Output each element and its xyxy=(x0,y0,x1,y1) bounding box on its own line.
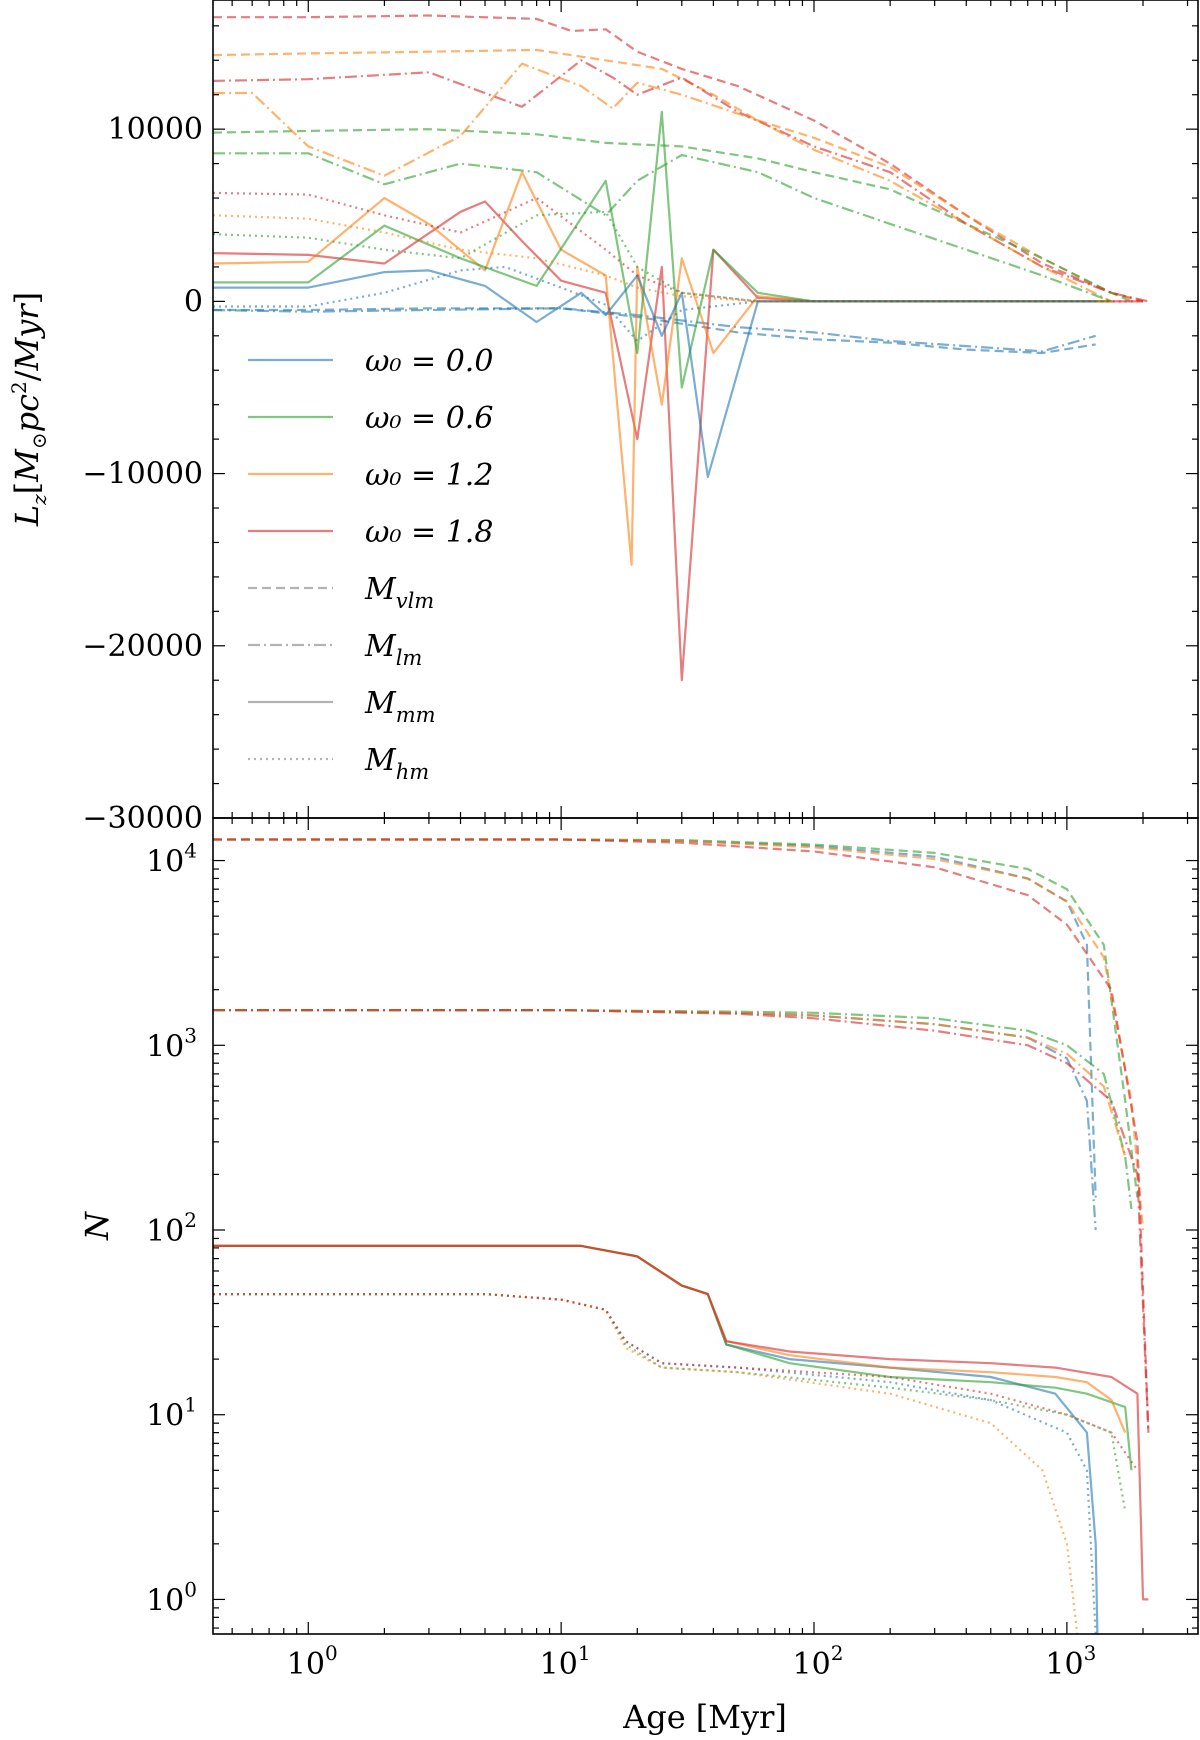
top-series-12 xyxy=(213,191,1143,303)
top-series-8 xyxy=(213,200,1143,682)
bottom-ylabel: N xyxy=(78,1211,116,1241)
top-panel: 10000 0 −10000 −20000 −30000 Lz[M⊙pc2/Myr] ω… xyxy=(7,0,1199,836)
top-ylabel: Lz[M⊙pc2/Myr] xyxy=(7,292,51,527)
legend-label-omega: ω₀ = 0.0 xyxy=(365,344,493,379)
top-series-7 xyxy=(213,307,1097,353)
top-ticks: 10000 0 −10000 −20000 −30000 xyxy=(82,0,1198,836)
bottom-series-12 xyxy=(213,1292,1097,1634)
top-ytick-label: −30000 xyxy=(82,801,203,836)
bottom-ytick-label: 100 xyxy=(146,1577,197,1618)
bottom-ticks: 100 101 102 103 104 100 101 102 103 xyxy=(146,818,1198,1682)
xlabel: Age [Myr] xyxy=(622,1698,787,1736)
bottom-ytick-label: 102 xyxy=(146,1208,197,1249)
bottom-ytick-label: 103 xyxy=(146,1023,197,1064)
bottom-series-0 xyxy=(213,838,1097,1198)
bottom-series-1 xyxy=(213,838,1139,1198)
bottom-panel: 100 101 102 103 104 100 101 102 103 N Age [Myr] xyxy=(78,817,1199,1736)
top-series-5 xyxy=(213,62,1112,303)
legend-label-mass: Mhm xyxy=(364,743,429,784)
bottom-series-5 xyxy=(213,1008,1133,1210)
top-series-6 xyxy=(213,152,1112,303)
bottom-series-4 xyxy=(213,1008,1097,1231)
legend-label-omega: ω₀ = 0.6 xyxy=(365,401,493,436)
top-series-10 xyxy=(213,110,1112,389)
top-series-2 xyxy=(213,128,1132,303)
legend-label-omega: ω₀ = 1.2 xyxy=(365,458,493,493)
top-ytick-label: −20000 xyxy=(82,629,203,664)
top-series-3 xyxy=(213,307,1096,355)
top-ytick-label: −10000 xyxy=(82,457,203,492)
top-axes-frame xyxy=(212,0,1199,819)
bottom-series-10 xyxy=(213,1244,1127,1434)
xtick-label: 100 xyxy=(287,1641,338,1682)
bottom-series-13 xyxy=(213,1292,1127,1512)
bottom-series-7 xyxy=(213,1008,1150,1433)
legend-label-omega: ω₀ = 1.8 xyxy=(365,515,493,550)
bottom-series-11 xyxy=(213,1244,1149,1601)
bottom-axes-frame xyxy=(212,817,1199,1635)
bottom-ytick-label: 104 xyxy=(146,839,197,880)
top-ytick-label: 0 xyxy=(184,284,203,319)
bottom-series-8 xyxy=(213,1244,1099,1634)
bottom-series-3 xyxy=(213,838,1150,1433)
legend: ω₀ = 0.0 ω₀ = 0.6 ω₀ = 1.2 ω₀ = 1.8 Mvlm Mlm M… xyxy=(248,344,493,784)
xtick-label: 102 xyxy=(793,1641,844,1682)
bottom-ytick-label: 101 xyxy=(146,1393,197,1434)
legend-label-mass: Mmm xyxy=(364,686,436,727)
legend-label-mass: Mlm xyxy=(364,629,422,670)
bottom-series-14 xyxy=(213,1292,1079,1634)
bottom-series-6 xyxy=(213,1008,1127,1157)
bottom-series-2 xyxy=(213,838,1145,1231)
legend-label-mass: Mvlm xyxy=(364,572,434,613)
top-series-9 xyxy=(213,171,1112,567)
bottom-series-group xyxy=(213,838,1150,1634)
xtick-label: 103 xyxy=(1045,1641,1096,1682)
top-ytick-label: 10000 xyxy=(108,112,203,147)
top-series-group xyxy=(213,14,1149,682)
top-series-1 xyxy=(213,48,1144,303)
xtick-label: 101 xyxy=(540,1641,591,1682)
top-series-15 xyxy=(213,265,1096,343)
bottom-series-15 xyxy=(213,1292,1139,1471)
top-series-11 xyxy=(213,269,1096,479)
top-series-0 xyxy=(213,14,1144,303)
